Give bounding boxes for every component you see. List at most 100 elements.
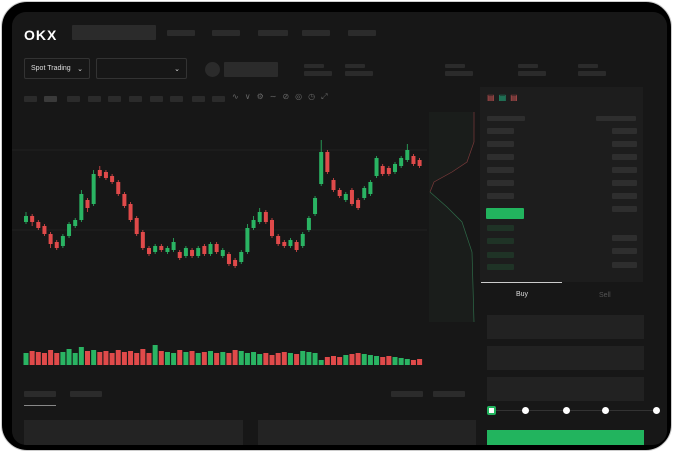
tab-underline — [24, 405, 56, 406]
volume-bar — [294, 354, 300, 365]
candle-body — [159, 246, 164, 250]
volume-bar — [23, 353, 29, 365]
candle-body — [306, 218, 311, 230]
timeframe-button[interactable] — [192, 96, 205, 102]
slider-step[interactable] — [602, 407, 609, 414]
volume-bar — [251, 352, 257, 365]
okx-logo: OKX — [24, 27, 58, 43]
volume-bar — [91, 350, 97, 365]
candle-body — [153, 246, 158, 252]
book-view-toggle[interactable]: ▤▤▤ — [487, 93, 522, 102]
timeframe-button[interactable] — [129, 96, 142, 102]
filter-button[interactable] — [391, 391, 423, 397]
line-icon[interactable]: ∼ — [269, 92, 283, 101]
volume-bar — [386, 356, 392, 365]
volume-bar — [115, 350, 121, 365]
candle-body — [233, 260, 238, 266]
candle-body — [177, 252, 182, 258]
timeframe-button[interactable] — [150, 96, 163, 102]
timeframe-button[interactable] — [67, 96, 80, 102]
nav-item[interactable] — [212, 30, 240, 36]
book-asks-icon[interactable]: ▤ — [510, 93, 522, 102]
search-bar[interactable] — [72, 25, 156, 40]
total-input[interactable] — [487, 377, 644, 401]
amount-slider[interactable] — [491, 410, 658, 411]
ask-size — [612, 141, 637, 147]
slider-step[interactable] — [563, 407, 570, 414]
settings-icon[interactable]: ⚙ — [256, 92, 270, 101]
timeframe-button[interactable] — [108, 96, 121, 102]
nav-item[interactable] — [302, 30, 330, 36]
depth-area — [429, 112, 474, 322]
candle-body — [110, 176, 115, 182]
candle-body — [386, 168, 391, 174]
bid-price — [487, 238, 514, 244]
timeframe-button[interactable] — [170, 96, 183, 102]
volume-bar — [244, 353, 250, 365]
price-input[interactable] — [487, 315, 644, 339]
candle-body — [294, 242, 299, 250]
candle-body — [97, 170, 102, 176]
candlestick-chart[interactable] — [12, 12, 482, 377]
ask-price — [487, 154, 514, 160]
pair-select[interactable]: ⌄ — [96, 58, 187, 79]
timeframe-button[interactable] — [212, 96, 225, 102]
volume-bar — [220, 352, 226, 365]
chart-tools[interactable]: ∿∨⚙∼⊘◎◷⤢ — [232, 92, 334, 102]
candle-body — [183, 248, 188, 256]
buy-button[interactable] — [487, 430, 644, 445]
tab-history[interactable] — [70, 391, 102, 397]
volume-bar — [263, 353, 269, 365]
slider-step[interactable] — [522, 407, 529, 414]
draw-icon[interactable]: ⊘ — [282, 92, 296, 101]
candle-body — [165, 248, 170, 252]
tab-buy[interactable]: Buy — [516, 291, 529, 298]
timeframe-button[interactable] — [24, 96, 37, 102]
candle-body — [313, 198, 318, 214]
volume-bar — [128, 351, 134, 365]
candle-body — [128, 204, 133, 220]
volume-bar — [134, 353, 140, 365]
stat-label — [304, 64, 324, 68]
volume-bar — [97, 352, 103, 365]
nav-item[interactable] — [258, 30, 288, 36]
tab-sell[interactable]: Sell — [599, 292, 611, 299]
book-bids-icon[interactable]: ▤ — [498, 93, 511, 102]
filter-button[interactable] — [433, 391, 465, 397]
volume-bar — [41, 353, 47, 365]
candle-body — [36, 222, 41, 228]
market-select[interactable]: Spot Trading ⌄ — [24, 58, 90, 79]
volume-bar — [171, 353, 177, 365]
volume-bar — [164, 352, 170, 365]
nav-item[interactable] — [348, 30, 376, 36]
slider-step[interactable] — [653, 407, 660, 414]
volume-bar — [343, 355, 349, 365]
book-both-icon[interactable]: ▤ — [487, 93, 499, 102]
target-icon[interactable]: ◎ — [295, 92, 309, 101]
timeframe-button[interactable] — [44, 96, 57, 102]
candle-body — [362, 188, 367, 198]
nav-item[interactable] — [167, 30, 195, 36]
indicator-icon[interactable]: ∨ — [244, 92, 257, 101]
volume-bar — [146, 353, 152, 365]
buy-tab-underline — [481, 282, 562, 283]
tab-open-orders[interactable] — [24, 391, 56, 397]
slider-handle[interactable] — [487, 406, 496, 415]
candle-body — [42, 226, 47, 234]
volume-bar — [269, 355, 275, 365]
expand-icon[interactable]: ⤢ — [321, 92, 334, 101]
stat-label — [518, 64, 538, 68]
candle-body — [220, 250, 225, 256]
clock-icon[interactable]: ◷ — [308, 92, 322, 101]
chevron-down-icon: ⌄ — [77, 65, 83, 73]
candle-body — [337, 190, 342, 196]
book-header — [596, 116, 636, 121]
volume-bar — [121, 352, 127, 365]
candle-body — [67, 224, 72, 236]
timeframe-button[interactable] — [88, 96, 101, 102]
amount-input[interactable] — [487, 346, 644, 370]
candle-body — [411, 156, 416, 164]
indicator-icon[interactable]: ∿ — [232, 92, 245, 101]
candle-body — [122, 194, 127, 206]
